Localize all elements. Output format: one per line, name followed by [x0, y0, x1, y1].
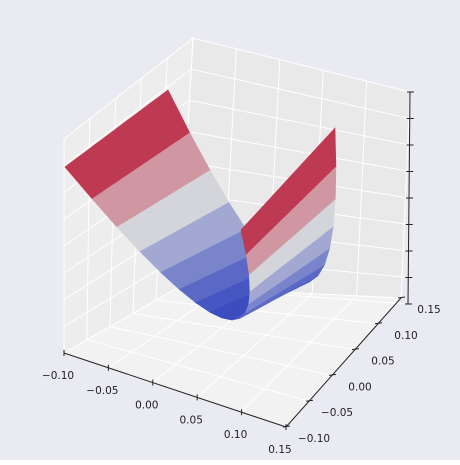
surface-mesh: [64, 89, 337, 321]
grid-line-z: [63, 37, 411, 140]
x-tick-label: 0.05: [180, 414, 203, 426]
y-tick-mark: [328, 373, 337, 376]
y-tick-label: −0.05: [321, 407, 353, 419]
x-tick-label: −0.05: [86, 385, 118, 397]
surface-facet: [310, 184, 317, 221]
x-tick-label: −0.10: [42, 370, 74, 382]
surface-facet: [325, 170, 332, 208]
y-axis-ticks: −0.10 −0.05 0.00 0.05 0.10 0.15: [282, 296, 441, 445]
surface-facet: [320, 175, 327, 213]
x-axis-line: [63, 352, 287, 428]
surface-facet: [330, 165, 337, 204]
y-tick-mark: [397, 296, 406, 299]
y-tick-label: 0.10: [394, 330, 417, 342]
z-axis-ticks: [405, 91, 414, 305]
surface-facet: [315, 180, 322, 217]
x-tick-label: 0.15: [268, 444, 291, 456]
grid-line-z: [63, 68, 410, 167]
y-tick-mark: [282, 425, 291, 428]
y-tick-mark: [351, 348, 360, 351]
x-tick-label: 0.00: [135, 400, 158, 412]
y-axis-line: [285, 297, 402, 428]
x-tick-label: 0.10: [224, 429, 247, 441]
surface-facet: [240, 223, 252, 255]
surface-facet: [305, 189, 312, 225]
y-tick-label: 0.05: [371, 356, 394, 368]
x-axis-ticks: −0.10 −0.05 0.00 0.05 0.10 0.15: [42, 350, 292, 456]
y-tick-mark: [374, 322, 383, 325]
y-tick-label: −0.10: [298, 433, 330, 445]
y-tick-mark: [305, 399, 314, 402]
y-tick-label: 0.15: [417, 304, 440, 316]
y-tick-label: 0.00: [348, 381, 371, 393]
